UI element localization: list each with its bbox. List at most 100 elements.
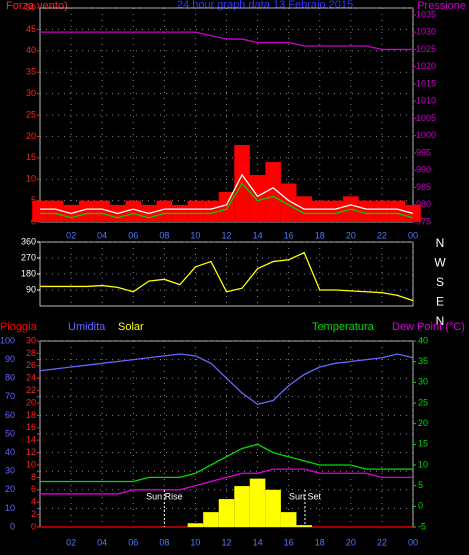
x-tick-label: 20 [346,230,356,240]
bar [249,174,266,222]
x-tick-label: 14 [253,537,263,547]
y-tick-label: 14 [26,435,36,445]
y-tick-label: 1000 [416,130,436,140]
y-tick-label: 0 [418,501,423,511]
y-tick-label: 35 [26,67,36,77]
x-tick-label: 20 [346,537,356,547]
bar [358,200,375,222]
x-tick-label: 04 [97,537,107,547]
y-tick-label: 25 [418,397,428,407]
bar [203,200,219,222]
y-tick-label: 985 [416,182,431,192]
x-tick-label: 08 [159,230,169,240]
y-tick-label: 1035 [416,9,436,19]
y-tick-label: 15 [26,152,36,162]
y-tick-label: 22 [26,385,36,395]
legend-entry: Umidita [68,321,106,333]
legend-entry: Dew Point (°C) [392,321,465,333]
x-tick-label: 00 [408,230,418,240]
legend-entry: Temperatura [312,321,375,333]
x-tick-label: 08 [159,537,169,547]
bar [311,200,328,222]
bar [234,486,250,527]
series-line [40,31,413,51]
y-tick-label: 26 [26,360,36,370]
x-tick-label: 02 [66,230,76,240]
compass-label: S [436,275,444,289]
y-tick-label: 80 [5,373,15,383]
series-line [40,443,413,483]
y-tick-label: 1010 [416,96,436,106]
y-tick-label: 15 [418,439,428,449]
y-tick-label: 16 [26,422,36,432]
y-tick-label: 1020 [416,61,436,71]
y-tick-label: 1030 [416,27,436,37]
y-tick-label: 6 [31,484,36,494]
x-tick-label: 16 [284,230,294,240]
y-tick-label: 180 [21,268,36,278]
y-tick-label: 35 [418,356,428,366]
y-tick-label: 30 [26,335,36,345]
bar [218,192,235,222]
y-tick-label: 28 [26,348,36,358]
bar [280,183,297,222]
y-tick-label: -5 [418,521,426,531]
y-tick-label: 10 [26,459,36,469]
bar [389,200,406,222]
y-tick-label: 45 [26,24,36,34]
bar [125,200,142,222]
y-tick-label: 60 [5,410,15,420]
bar [374,200,390,222]
y-tick-label: 975 [416,216,431,226]
bar [296,525,312,527]
x-tick-label: 16 [284,537,294,547]
wind-label: Forza vento) [6,0,68,12]
y-tick-label: 12 [26,447,36,457]
series-line [39,353,414,405]
y-tick-label: 4 [31,497,36,507]
y-tick-label: 1025 [416,44,436,54]
y-tick-label: 30 [5,466,15,476]
y-tick-label: 20 [26,131,36,141]
legend-entry: Solar [118,321,144,333]
x-tick-label: 22 [377,230,387,240]
y-tick-label: 20 [26,397,36,407]
y-tick-label: 1005 [416,113,436,123]
x-tick-label: 12 [221,230,231,240]
x-tick-label: 10 [190,230,200,240]
y-tick-label: 40 [5,447,15,457]
x-tick-label: 10 [190,537,200,547]
x-tick-label: 06 [128,537,138,547]
compass-label: N [436,236,445,250]
x-tick-label: 18 [315,537,325,547]
y-tick-label: 10 [26,174,36,184]
y-tick-label: 30 [418,377,428,387]
y-tick-label: 360 [21,236,36,246]
bar [32,200,48,222]
y-tick-label: 20 [418,418,428,428]
y-tick-label: 5 [418,480,423,490]
series-line [40,182,414,219]
y-tick-label: 8 [31,472,36,482]
x-tick-label: 06 [128,230,138,240]
x-tick-label: 02 [66,537,76,547]
bar [187,523,204,527]
y-tick-label: 50 [5,428,15,438]
y-tick-label: 270 [21,252,36,262]
bar [249,478,266,527]
y-tick-label: 995 [416,147,431,157]
x-tick-label: 12 [221,537,231,547]
compass-label: E [436,295,444,309]
legend-entry: Pioggia [0,321,38,333]
x-tick-label: 18 [315,230,325,240]
series-line [40,173,414,215]
y-tick-label: 90 [26,284,36,294]
bar [47,200,64,222]
y-tick-label: 100 [0,335,15,345]
bar [280,512,297,527]
y-tick-label: 70 [5,391,15,401]
y-tick-label: 0 [10,521,15,531]
series-line [40,251,414,302]
y-tick-label: 0 [31,521,36,531]
